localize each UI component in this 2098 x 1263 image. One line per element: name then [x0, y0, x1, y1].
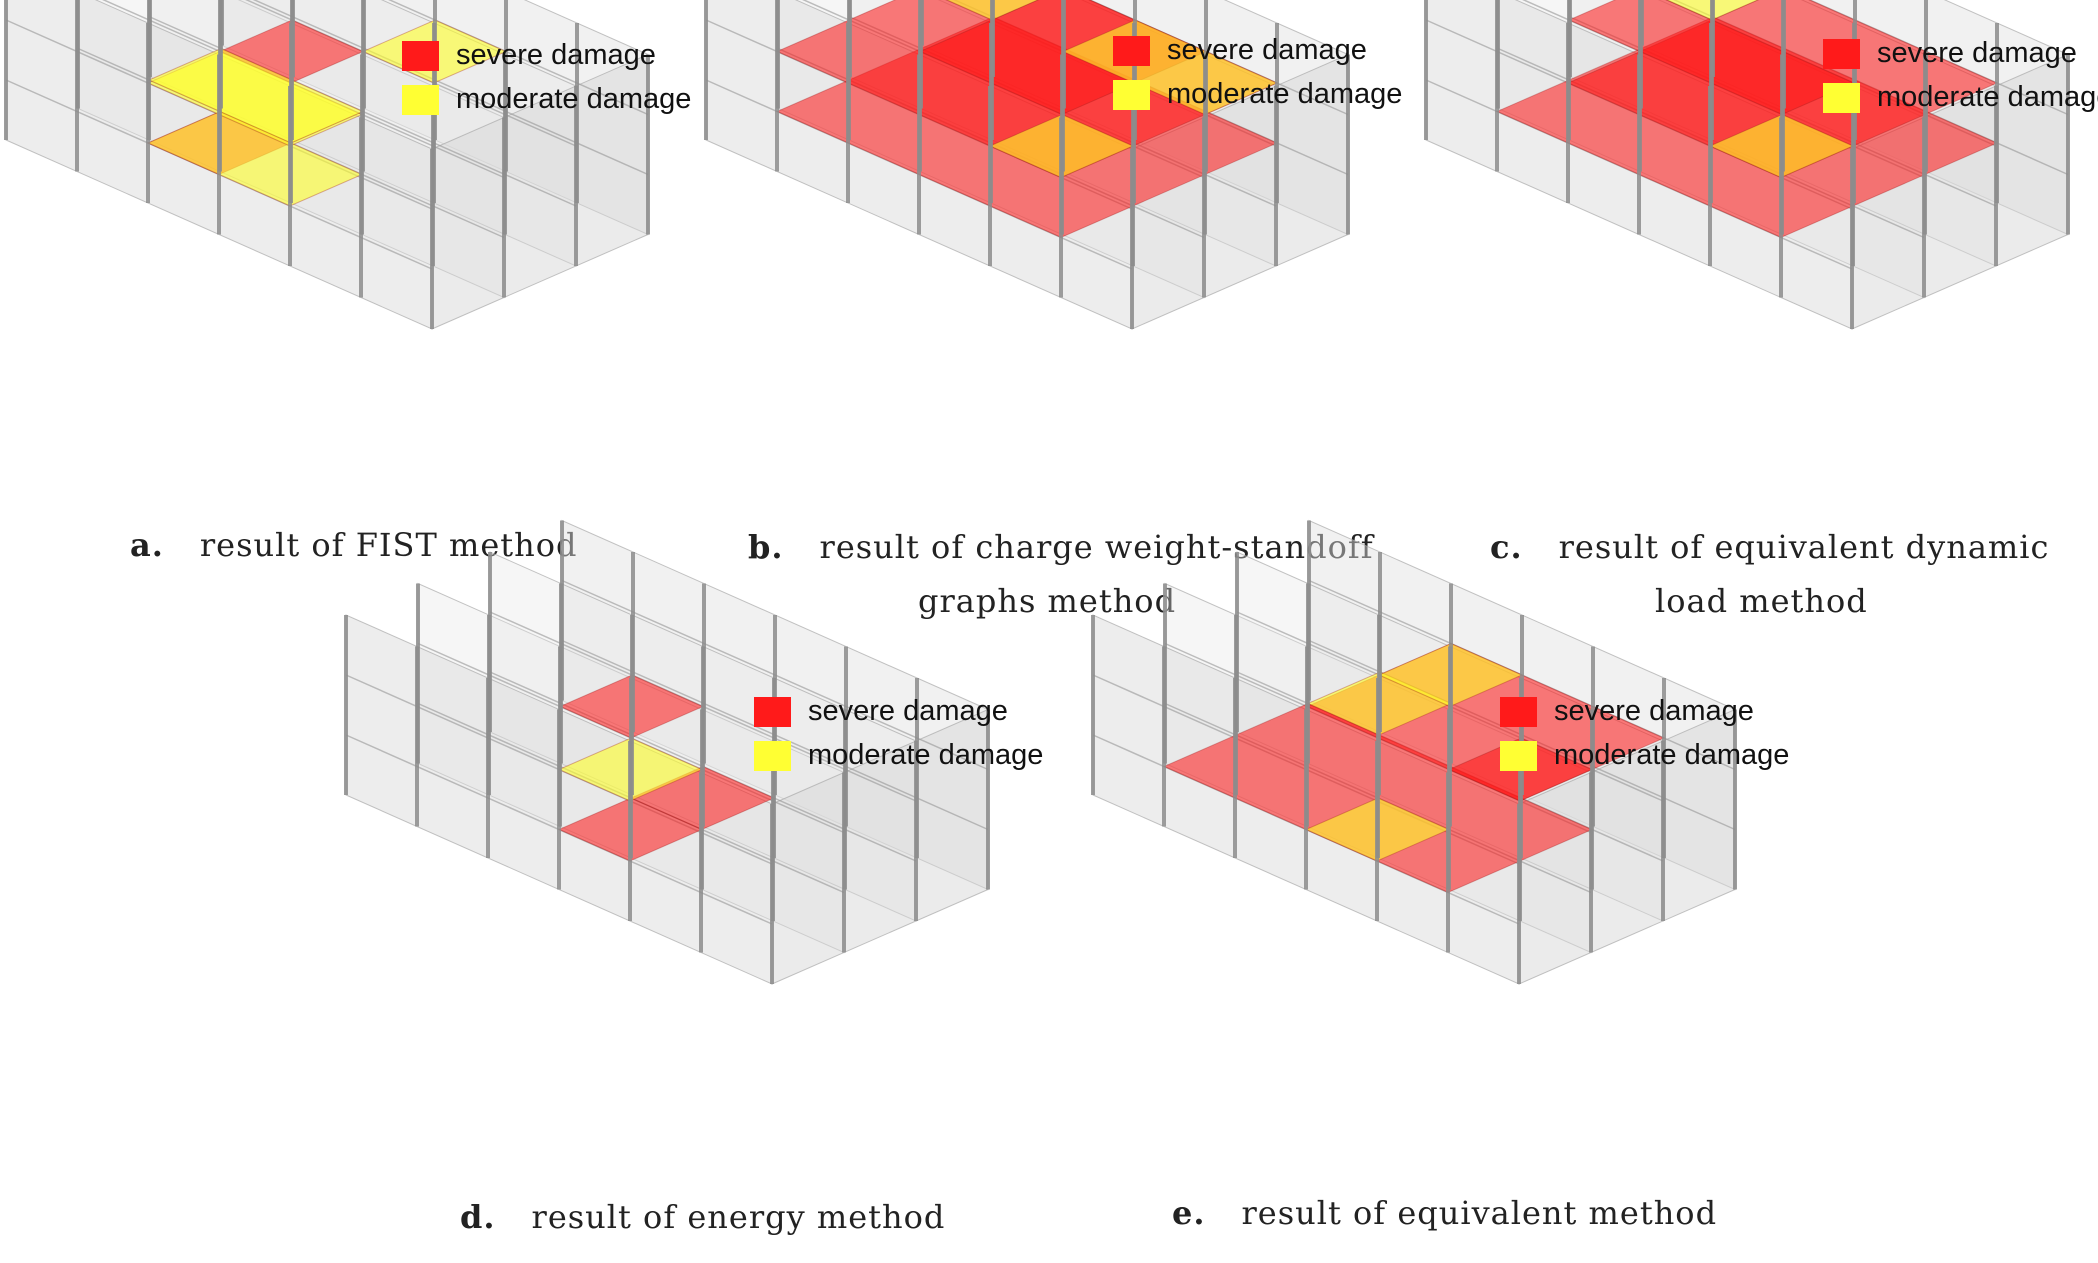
caption-a: a. result of FIST method	[130, 518, 577, 572]
building-model-a	[4, 0, 650, 330]
caption-text: result of energy method	[531, 1198, 946, 1236]
caption-letter: a.	[130, 526, 164, 564]
caption-text-continued: load method	[1655, 582, 1868, 620]
moderate-damage-swatch	[402, 85, 439, 115]
severe-damage-swatch	[1500, 697, 1537, 727]
caption-c: c. result of equivalent dynamic load meth…	[1490, 520, 2049, 628]
caption-text: result of charge weight-standoff	[819, 528, 1374, 566]
caption-letter: c.	[1490, 528, 1523, 566]
caption-letter: d.	[460, 1198, 496, 1236]
moderate-damage-label: moderate damage	[456, 83, 692, 115]
caption-text: result of equivalent dynamic	[1558, 528, 2050, 566]
moderate-damage-label: moderate damage	[1877, 81, 2098, 113]
building-model-b	[704, 0, 1350, 330]
severe-damage-swatch	[1113, 36, 1150, 66]
moderate-damage-label: moderate damage	[808, 739, 1044, 771]
caption-e: e. result of equivalent method	[1172, 1186, 1717, 1240]
severe-damage-swatch	[754, 697, 791, 727]
moderate-damage-swatch	[1113, 80, 1150, 110]
moderate-damage-swatch	[754, 741, 791, 771]
severe-damage-label: severe damage	[808, 695, 1008, 727]
severe-damage-label: severe damage	[1554, 695, 1754, 727]
caption-letter: b.	[748, 528, 784, 566]
moderate-damage-label: moderate damage	[1167, 78, 1403, 110]
caption-text: result of equivalent method	[1241, 1194, 1718, 1232]
moderate-damage-swatch	[1500, 741, 1537, 771]
severe-damage-swatch	[1823, 39, 1860, 69]
caption-d: d. result of energy method	[460, 1190, 945, 1244]
severe-damage-label: severe damage	[1167, 34, 1367, 66]
severe-damage-label: severe damage	[1877, 37, 2077, 69]
caption-letter: e.	[1172, 1194, 1206, 1232]
moderate-damage-label: moderate damage	[1554, 739, 1790, 771]
severe-damage-label: severe damage	[456, 39, 656, 71]
severe-damage-swatch	[402, 41, 439, 71]
caption-text: result of FIST method	[199, 526, 578, 564]
caption-text-continued: graphs method	[918, 582, 1177, 620]
building-model-c	[1424, 0, 2070, 330]
moderate-damage-swatch	[1823, 83, 1860, 113]
caption-b: b. result of charge weight-standoff graph…	[748, 520, 1374, 628]
